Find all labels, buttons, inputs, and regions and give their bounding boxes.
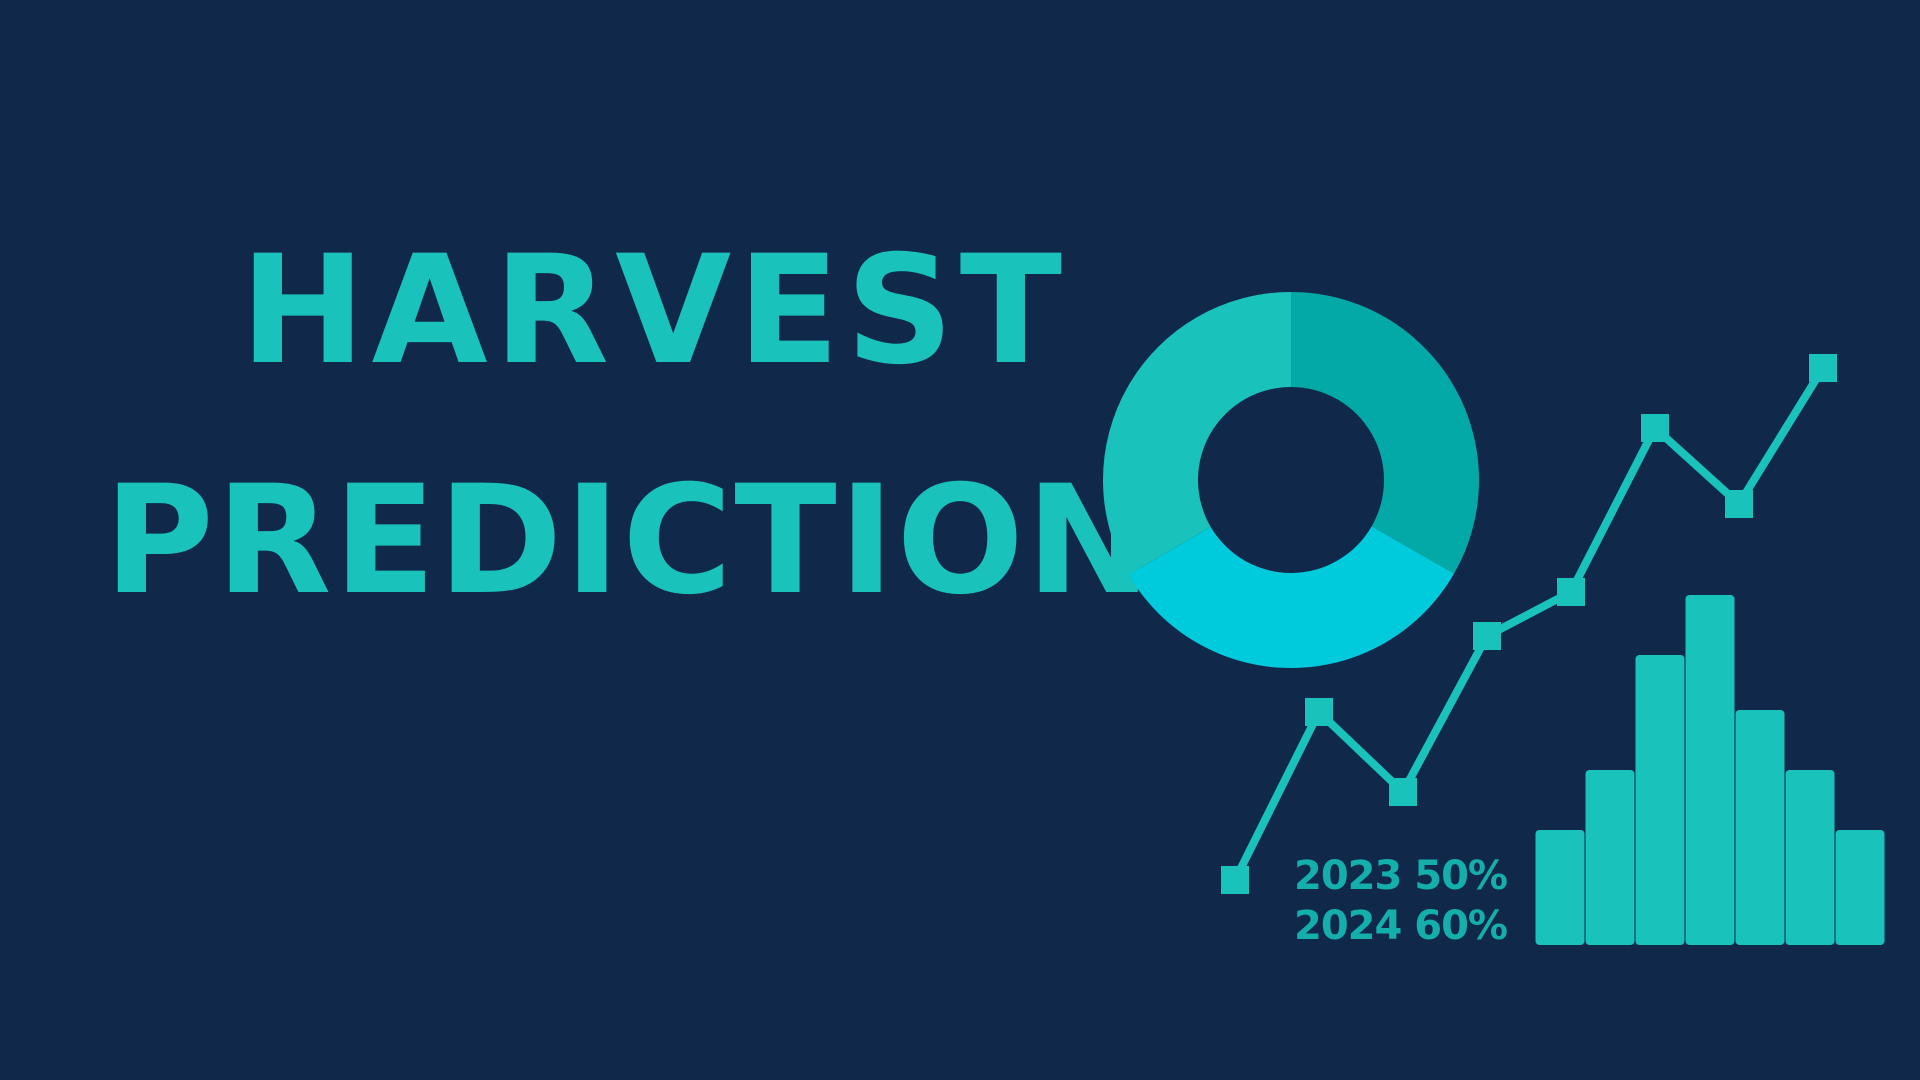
donut-slice bbox=[1103, 292, 1291, 575]
line-point-marker bbox=[1221, 866, 1249, 894]
bar bbox=[1535, 830, 1585, 945]
line-point-marker bbox=[1305, 698, 1333, 726]
line-point-marker bbox=[1725, 490, 1753, 518]
donut-slice bbox=[1291, 292, 1479, 574]
line-point-marker bbox=[1473, 622, 1501, 650]
stat-2024: 2024 60% bbox=[1294, 903, 1508, 949]
line-point-marker bbox=[1389, 778, 1417, 806]
bar bbox=[1835, 830, 1885, 945]
line-point-marker bbox=[1809, 354, 1837, 382]
bar bbox=[1585, 770, 1635, 945]
bar-chart bbox=[1535, 595, 1885, 945]
line-point-marker bbox=[1641, 414, 1669, 442]
line-chart bbox=[1221, 354, 1837, 894]
title-line-harvest: HARVEST bbox=[240, 224, 1069, 398]
bar bbox=[1785, 770, 1835, 945]
line-point-marker bbox=[1557, 578, 1585, 606]
title-line-prediction: PREDICTION bbox=[104, 454, 1154, 628]
donut-slice bbox=[1128, 526, 1455, 668]
bar bbox=[1735, 710, 1785, 945]
bar bbox=[1635, 655, 1685, 945]
bar bbox=[1685, 595, 1735, 945]
donut-chart bbox=[1103, 292, 1479, 668]
stat-2023: 2023 50% bbox=[1294, 853, 1508, 899]
